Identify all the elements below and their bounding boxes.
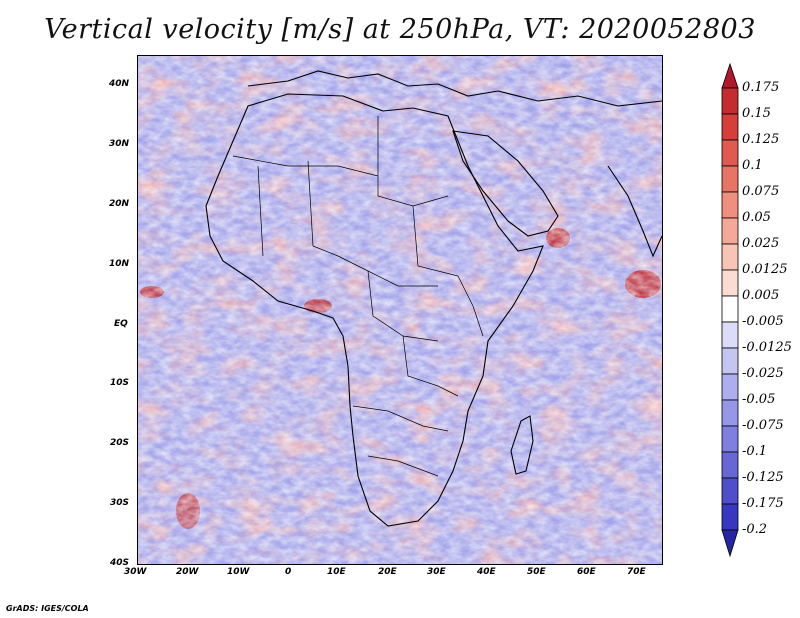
lon-label: 20W [176, 567, 199, 577]
colorbar-label: 0.0125 [742, 262, 788, 277]
colorbar-label: 0.075 [742, 184, 780, 199]
colorbar-label: 0.1 [742, 158, 763, 173]
lon-label: 10W [227, 567, 250, 577]
europe-coastline [247, 70, 662, 107]
india-coastline [607, 165, 662, 258]
lon-label: 30W [124, 567, 147, 577]
colorbar-swatch [721, 139, 739, 167]
colorbar [721, 62, 739, 558]
colorbar-swatch [721, 347, 739, 375]
lat-label: 30S [110, 498, 130, 508]
lat-label: 20S [110, 438, 130, 448]
colorbar-swatch [721, 451, 739, 479]
lat-label: 40S [110, 558, 130, 568]
coastlines [205, 70, 662, 527]
colorbar-swatch [721, 191, 739, 219]
colorbar-swatch [721, 399, 739, 427]
arabia-coastline [452, 130, 559, 237]
colorbar-swatch [721, 217, 739, 245]
colorbar-swatch [721, 113, 739, 141]
colorbar-label: -0.075 [742, 418, 784, 433]
colorbar-swatch [721, 425, 739, 453]
colorbar-label: 0.05 [742, 210, 771, 225]
colorbar-bottom-arrow [721, 529, 739, 558]
lon-label: 40E [477, 567, 496, 577]
colorbar-swatch [721, 321, 739, 349]
lat-label: EQ [114, 319, 128, 329]
colorbar-swatch [721, 477, 739, 505]
lat-label: 10S [110, 378, 130, 388]
lon-label: 70E [627, 567, 646, 577]
colorbar-label: -0.1 [742, 444, 768, 459]
colorbar-label: 0.175 [742, 80, 780, 95]
map-title: Vertical velocity [m/s] at 250hPa, VT: 2… [44, 14, 756, 45]
colorbar-label: -0.005 [742, 314, 784, 329]
grads-credit: GrADS: IGES/COLA [6, 604, 89, 613]
lon-label: 20E [378, 567, 397, 577]
colorbar-top-arrow [721, 62, 739, 89]
lon-label: 30E [427, 567, 446, 577]
colorbar-label: -0.175 [742, 496, 784, 511]
colorbar-swatch [721, 165, 739, 193]
colorbar-label: -0.025 [742, 366, 784, 381]
lon-label: 60E [577, 567, 596, 577]
lat-label: 20N [109, 199, 130, 209]
colorbar-swatch [721, 87, 739, 115]
colorbar-swatch [721, 503, 739, 531]
colorbar-label: -0.05 [742, 392, 776, 407]
colorbar-label: 0.125 [742, 132, 780, 147]
colorbar-label: 0.15 [742, 106, 771, 121]
colorbar-label: -0.0125 [742, 340, 792, 355]
lon-label: 0 [285, 567, 292, 577]
colorbar-swatch [721, 295, 739, 323]
political-borders [232, 116, 484, 477]
colorbar-label: 0.005 [742, 288, 780, 303]
velocity-field [138, 56, 662, 564]
lon-label: 10E [327, 567, 346, 577]
colorbar-swatch [721, 269, 739, 297]
lat-label: 10N [109, 259, 130, 269]
madagascar-coastline [510, 415, 534, 475]
colorbar-label: -0.125 [742, 470, 784, 485]
colorbar-label: 0.025 [742, 236, 780, 251]
lat-label: 30N [109, 139, 130, 149]
map-panel [137, 55, 663, 565]
africa-coastline [205, 93, 544, 527]
contour-texture [138, 56, 662, 564]
colorbar-swatch [721, 243, 739, 271]
colorbar-swatch [721, 373, 739, 401]
lat-label: 40N [109, 79, 130, 89]
lon-label: 50E [527, 567, 546, 577]
colorbar-label: -0.2 [742, 522, 768, 537]
